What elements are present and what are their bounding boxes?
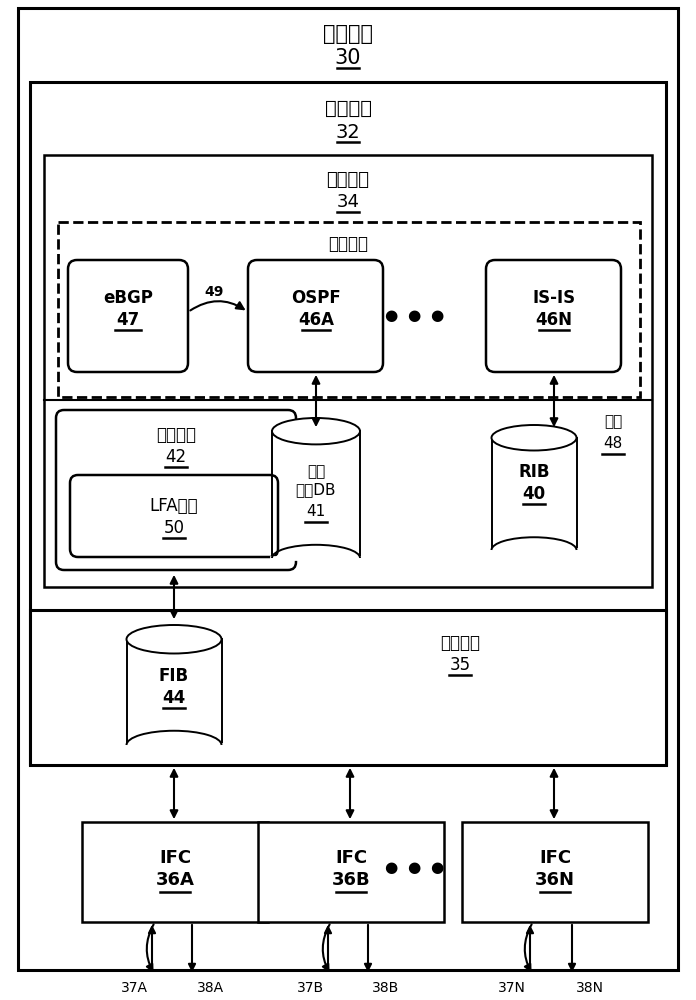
Text: 42: 42 [166, 448, 187, 466]
Bar [272, 431, 360, 558]
Text: IFC: IFC [539, 849, 571, 867]
Text: 状态DB: 状态DB [296, 483, 336, 497]
Text: IS-IS: IS-IS [532, 289, 576, 307]
Text: 转发组件: 转发组件 [440, 634, 480, 652]
Text: 路由选择: 路由选择 [156, 426, 196, 444]
Text: IFC: IFC [335, 849, 367, 867]
Text: 36A: 36A [156, 871, 194, 889]
Text: ●  ●  ●: ● ● ● [386, 860, 445, 876]
Text: RIB: RIB [519, 463, 550, 481]
Text: 49: 49 [205, 285, 223, 299]
Text: 30: 30 [335, 48, 361, 68]
Text: 内核: 内核 [604, 414, 622, 430]
FancyBboxPatch shape [70, 475, 278, 557]
FancyBboxPatch shape [486, 260, 621, 372]
Text: 38A: 38A [196, 981, 223, 995]
Bar [258, 822, 444, 922]
Text: 37A: 37A [120, 981, 148, 995]
Text: 40: 40 [523, 485, 546, 503]
Text: 38N: 38N [576, 981, 604, 995]
Text: 48: 48 [603, 436, 623, 452]
Text: IFC: IFC [159, 849, 191, 867]
Bar [30, 610, 666, 765]
Text: 36N: 36N [535, 871, 575, 889]
Bar [30, 82, 666, 764]
Text: 网络设备: 网络设备 [323, 24, 373, 44]
Bar [491, 438, 576, 550]
Ellipse shape [491, 425, 576, 450]
Text: 路由组件: 路由组件 [326, 171, 370, 189]
Text: 链路: 链路 [307, 464, 325, 480]
Text: 46N: 46N [535, 311, 573, 329]
Text: 35: 35 [450, 656, 470, 674]
Text: 37N: 37N [498, 981, 526, 995]
Text: ●  ●  ●: ● ● ● [386, 308, 445, 322]
Ellipse shape [127, 625, 221, 654]
Bar [44, 155, 652, 587]
Bar [462, 822, 648, 922]
Text: 44: 44 [162, 689, 186, 707]
Text: 路由协议: 路由协议 [328, 235, 368, 253]
Text: 38B: 38B [372, 981, 400, 995]
Text: 50: 50 [164, 519, 184, 537]
FancyBboxPatch shape [248, 260, 383, 372]
Text: 41: 41 [306, 504, 326, 520]
Text: 37B: 37B [296, 981, 324, 995]
Text: 46A: 46A [298, 311, 334, 329]
Text: 34: 34 [336, 193, 360, 211]
Text: 控制单元: 控制单元 [324, 99, 372, 117]
Text: 32: 32 [335, 122, 361, 141]
Text: OSPF: OSPF [291, 289, 341, 307]
Text: eBGP: eBGP [103, 289, 153, 307]
Bar [127, 639, 221, 745]
Ellipse shape [272, 418, 360, 444]
Text: 36B: 36B [332, 871, 370, 889]
Bar [82, 822, 268, 922]
Text: LFA模块: LFA模块 [150, 497, 198, 515]
Text: FIB: FIB [159, 667, 189, 685]
FancyBboxPatch shape [56, 410, 296, 570]
Text: 47: 47 [116, 311, 140, 329]
Bar [58, 222, 640, 397]
FancyBboxPatch shape [68, 260, 188, 372]
